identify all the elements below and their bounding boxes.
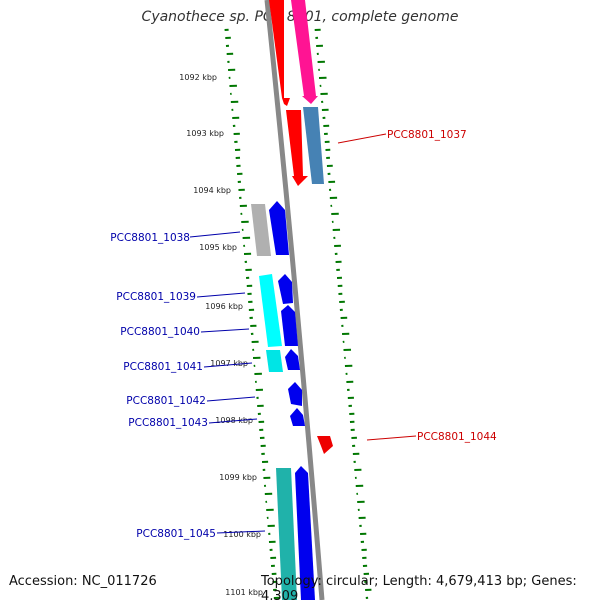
gene-label-pcc8801-1039[interactable]: PCC8801_1039	[116, 291, 196, 303]
feature-minus-8[interactable]	[288, 382, 302, 406]
leader-line	[216, 530, 266, 534]
genome-stats-text: Topology: circular; Length: 4,679,413 bp…	[261, 574, 577, 600]
feature-minus-7[interactable]	[285, 349, 300, 370]
feature-minus-2[interactable]	[269, 201, 289, 255]
gc-skew-ticks-inner	[224, 28, 280, 599]
gene-label-pcc8801-1044[interactable]: PCC8801_1044	[417, 431, 497, 443]
kbp-label: 1094 kbp	[193, 186, 231, 195]
feature-plus-4[interactable]	[303, 107, 324, 184]
kbp-label: 1095 kbp	[199, 243, 237, 252]
feature-minus-1[interactable]	[251, 204, 271, 256]
feature-minus-6[interactable]	[266, 350, 283, 372]
features-minus-strand	[251, 201, 315, 600]
leader-line	[208, 418, 258, 424]
kbp-label: 1097 kbp	[210, 359, 248, 368]
gene-label-pcc8801-1045[interactable]: PCC8801_1045	[136, 528, 216, 540]
gene-label-pcc8801-1042[interactable]: PCC8801_1042	[126, 395, 206, 407]
gene-label-pcc8801-1041[interactable]: PCC8801_1041	[123, 361, 203, 373]
feature-minus-9[interactable]	[290, 408, 305, 426]
feature-minus-4[interactable]	[278, 274, 293, 304]
gene-labels: PCC8801_1037 PCC8801_1038 PCC8801_1039 P…	[110, 129, 497, 540]
leader-line	[189, 231, 241, 238]
feature-plus-1[interactable]	[269, 0, 290, 106]
feature-minus-3[interactable]	[259, 274, 282, 347]
feature-minus-10[interactable]	[276, 468, 297, 600]
kbp-label: 1093 kbp	[186, 129, 224, 138]
leader-line	[203, 362, 253, 368]
feature-minus-5[interactable]	[281, 305, 298, 346]
leader-line	[196, 292, 246, 298]
gene-label-pcc8801-1040[interactable]: PCC8801_1040	[120, 326, 200, 338]
feature-plus-3[interactable]	[291, 0, 318, 104]
feature-plus-5[interactable]	[317, 436, 333, 454]
kbp-label: 1101 kbp	[225, 588, 263, 597]
genome-backbone	[264, 0, 325, 600]
feature-minus-11[interactable]	[295, 466, 315, 600]
kbp-label: 1099 kbp	[219, 473, 257, 482]
feature-plus-2[interactable]	[286, 110, 308, 186]
gene-label-pcc8801-1038[interactable]: PCC8801_1038	[110, 232, 190, 244]
gene-label-pcc8801-1043[interactable]: PCC8801_1043	[128, 417, 208, 429]
gene-label-leaders	[189, 133, 417, 534]
kbp-label: 1100 kbp	[223, 530, 261, 539]
kbp-label: 1092 kbp	[179, 73, 217, 82]
kbp-label: 1096 kbp	[205, 302, 243, 311]
gene-label-pcc8801-1037[interactable]: PCC8801_1037	[387, 129, 467, 141]
features-plus-strand	[269, 0, 333, 454]
accession-text: Accession: NC_011726	[9, 574, 157, 589]
leader-line	[366, 435, 417, 441]
leader-line	[337, 133, 387, 144]
gc-skew-ticks-outer	[314, 28, 372, 599]
leader-line	[200, 328, 250, 333]
leader-line	[206, 396, 256, 402]
